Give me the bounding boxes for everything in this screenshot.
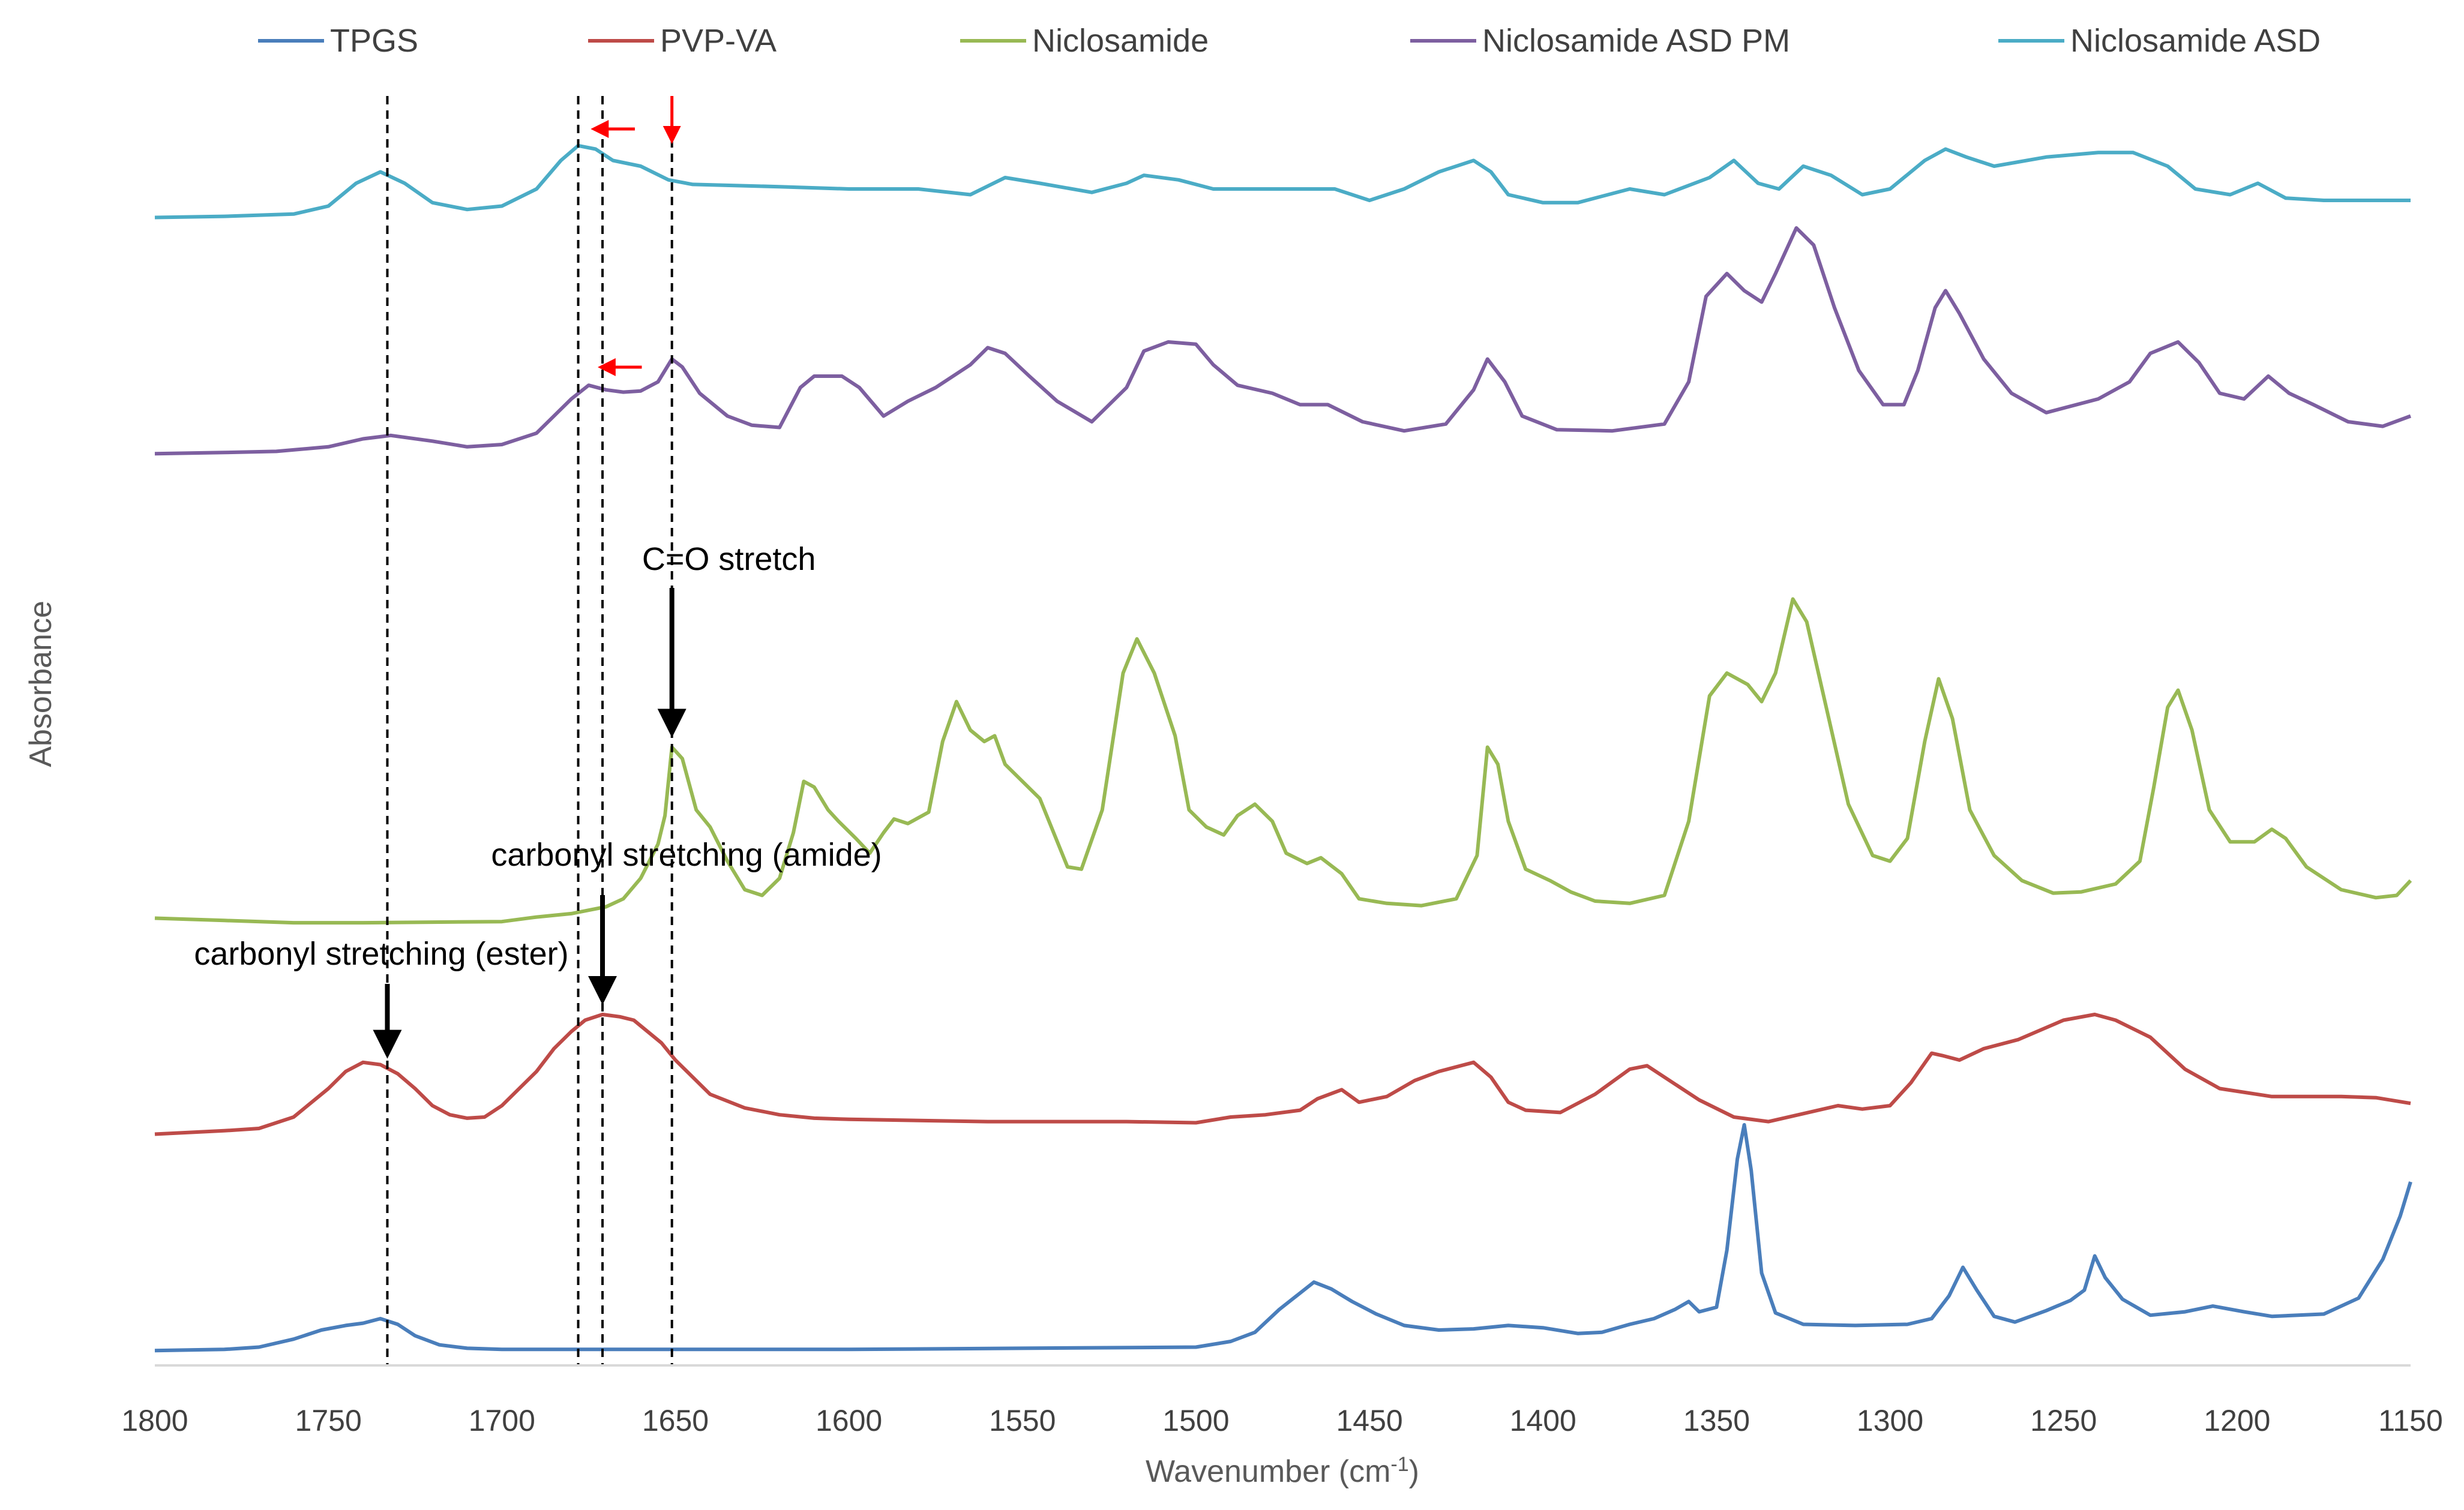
- legend: TPGS PVP-VA Niclosamide Niclosamide ASD PM N…: [258, 23, 2321, 59]
- legend-label-pvp-va: PVP-VA: [660, 23, 777, 59]
- annotation-carbonyl-stretching-ester-: carbonyl stretching (ester): [194, 936, 568, 972]
- x-tick-label-1700: 1700: [469, 1404, 535, 1437]
- annotation-carbonyl-stretching-amide-: carbonyl stretching (amide): [491, 837, 882, 873]
- series-line-niclosamide-asd-pm: [154, 226, 2412, 456]
- series-line-pvp-va: [154, 1013, 2411, 1136]
- x-tick-label-1750: 1750: [295, 1404, 362, 1437]
- x-axis-title-end: ): [1409, 1454, 1419, 1489]
- y-axis-title: Absorbance: [23, 601, 58, 767]
- x-tick-label-1800: 1800: [121, 1404, 188, 1437]
- x-tick-label-1150: 1150: [2378, 1404, 2443, 1437]
- x-tick-label-1350: 1350: [1683, 1404, 1750, 1437]
- x-axis-ticks: 1800 1750 1700 1650 1600 1550 1500 1450 1400 1350…: [121, 1404, 2442, 1437]
- x-tick-label-1300: 1300: [1857, 1404, 1923, 1437]
- x-tick-label-1600: 1600: [816, 1404, 882, 1437]
- legend-label-niclosamide-asd: Niclosamide ASD: [2070, 23, 2321, 59]
- x-tick-label-1250: 1250: [2030, 1404, 2097, 1437]
- x-tick-label-1500: 1500: [1162, 1404, 1229, 1437]
- series-line-niclosamide-asd: [154, 143, 2411, 220]
- series-line-tpgs: [154, 1123, 2412, 1353]
- x-tick-label-1200: 1200: [2204, 1404, 2270, 1437]
- x-tick-label-1400: 1400: [1510, 1404, 1576, 1437]
- legend-label-niclosamide-asd-pm: Niclosamide ASD PM: [1482, 23, 1790, 59]
- legend-label-niclosamide: Niclosamide: [1032, 23, 1209, 59]
- x-tick-label-1650: 1650: [642, 1404, 709, 1437]
- annotations: carbonyl stretching (ester) carbonyl stre…: [194, 96, 882, 1059]
- series-line-niclosamide: [154, 597, 2412, 925]
- series-layer: [154, 143, 2412, 1353]
- reference-lines: [386, 96, 673, 1365]
- legend-label-tpgs: TPGS: [330, 23, 418, 59]
- x-tick-label-1450: 1450: [1336, 1404, 1402, 1437]
- x-axis-title-main: Wavenumber (cm: [1146, 1454, 1390, 1489]
- x-axis-title-sup: -1: [1390, 1453, 1408, 1476]
- annotation-c-o-stretch: C=O stretch: [642, 541, 816, 577]
- x-axis-title: Wavenumber (cm-1): [1146, 1453, 1419, 1489]
- x-tick-label-1550: 1550: [989, 1404, 1056, 1437]
